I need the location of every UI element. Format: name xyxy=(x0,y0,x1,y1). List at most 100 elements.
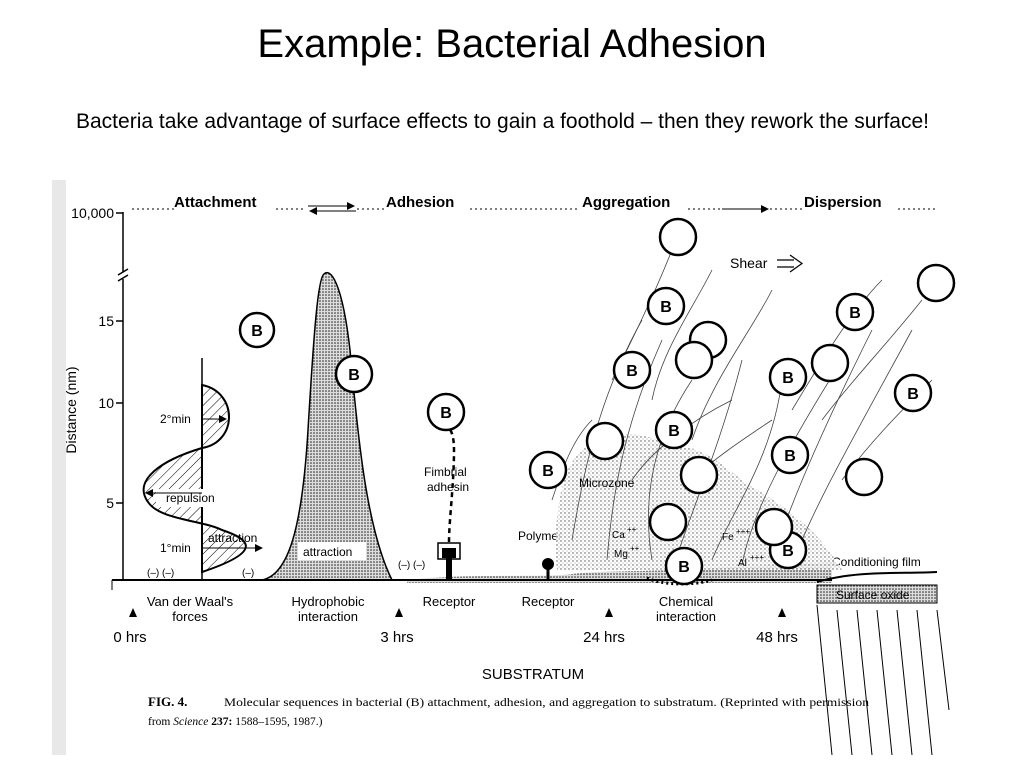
shear-indicator: Shear xyxy=(730,254,804,273)
caption-line-1: Molecular sequences in bacterial (B) att… xyxy=(224,697,869,709)
y-axis-label: Distance (nm) xyxy=(63,366,79,453)
scan-shadow xyxy=(52,180,66,755)
slide-title: Example: Bacterial Adhesion xyxy=(257,22,767,66)
polymer-receptor: Polymer xyxy=(518,529,562,580)
y-tick-10000: 10,000 xyxy=(71,205,114,221)
adhesion-figure: Attachment Adhesion Aggregation Dispersi… xyxy=(52,180,972,755)
adhesion-diagram: Attachment Adhesion Aggregation Dispersi… xyxy=(52,180,956,755)
label-microzone: Microzone xyxy=(579,476,635,490)
caption-ref: 237: xyxy=(211,716,232,728)
svg-text:++: ++ xyxy=(630,544,640,553)
svg-text:B: B xyxy=(784,448,796,465)
y-tick-10: 10 xyxy=(98,395,114,411)
y-tick-15: 15 xyxy=(98,313,114,329)
label-2min: 2°min xyxy=(160,412,191,426)
bacterium: B xyxy=(893,373,933,413)
mech-receptor-2: Receptor xyxy=(522,594,575,609)
mech-hydrophobic-1: Hydrophobic xyxy=(292,594,365,609)
svg-text:B: B xyxy=(348,367,360,384)
time-axis: 0 hrs 3 hrs 24 hrs 48 hrs SUBSTRATUM xyxy=(113,608,798,683)
cell-empty xyxy=(585,421,625,461)
bacterium: B xyxy=(612,350,652,390)
svg-text:B: B xyxy=(626,363,638,380)
svg-text:B: B xyxy=(849,305,861,322)
mech-chemical-1: Chemical xyxy=(659,594,713,609)
svg-text:B: B xyxy=(542,463,554,480)
bacterium: B xyxy=(835,292,875,332)
label-fimbrial: Fimbrial xyxy=(424,465,467,479)
svg-text:+++: +++ xyxy=(736,527,750,536)
svg-text:B: B xyxy=(907,386,919,403)
charge-hydrophobic: (–) xyxy=(242,568,254,579)
caption-journal: Science xyxy=(173,716,208,728)
caption-from: from xyxy=(148,716,170,728)
time-0hrs: 0 hrs xyxy=(113,629,146,646)
svg-text:+++: +++ xyxy=(750,553,764,562)
mechanism-labels: Van der Waal's forces Hydrophobic intera… xyxy=(111,580,716,624)
mech-receptor-1: Receptor xyxy=(423,594,476,609)
label-conditioning-film: Conditioning film xyxy=(832,555,921,569)
label-fe: Fe xyxy=(722,532,734,543)
mech-vdw-2: forces xyxy=(172,609,208,624)
svg-text:B: B xyxy=(782,370,794,387)
time-24hrs: 24 hrs xyxy=(583,629,625,646)
fimbrial-receptor: Fimbrial adhesin (–) (–) xyxy=(398,427,469,580)
figure-caption: FIG. 4. Molecular sequences in bacterial… xyxy=(148,694,869,728)
cell-empty xyxy=(810,343,850,383)
bacterium: B xyxy=(528,450,568,490)
svg-text:B: B xyxy=(678,559,690,576)
cell-empty xyxy=(754,507,794,547)
svg-text:B: B xyxy=(668,423,680,440)
label-repulsion: repulsion xyxy=(166,491,215,505)
bacterium: B xyxy=(334,354,374,394)
stage-attachment: Attachment xyxy=(174,194,257,211)
mech-chemical-2: interaction xyxy=(656,609,716,624)
bacterium: B xyxy=(664,546,704,586)
charge-vdw: (–) (–) xyxy=(147,568,174,579)
label-surface-oxide: Surface oxide xyxy=(836,588,910,602)
svg-text:B: B xyxy=(251,323,263,340)
cell-empty xyxy=(679,455,719,495)
time-48hrs: 48 hrs xyxy=(756,629,798,646)
bacterium: B xyxy=(770,435,810,475)
bacterium: B xyxy=(646,286,686,326)
stage-adhesion: Adhesion xyxy=(386,194,454,211)
vdw-energy-curve: 2°min repulsion attraction 1°min (–) (–)… xyxy=(142,358,263,580)
bacterium: B xyxy=(654,410,694,450)
cell-empty xyxy=(674,340,714,380)
stage-dispersion: Dispersion xyxy=(804,194,882,211)
svg-text:++: ++ xyxy=(627,525,637,534)
bacterium: B xyxy=(426,392,466,432)
caption-fig-number: FIG. 4. xyxy=(148,694,187,709)
label-substratum: SUBSTRATUM xyxy=(482,666,584,683)
cell-empty xyxy=(658,217,698,257)
svg-text:from Science 237:: from Science 237: 1588–1595, 1987.) xyxy=(148,716,323,728)
y-tick-5: 5 xyxy=(106,495,114,511)
stage-aggregation: Aggregation xyxy=(582,194,670,211)
label-polymer: Polymer xyxy=(518,529,562,543)
y-axis: 10,000 15 10 5 Distance (nm) xyxy=(63,205,129,580)
bacteria: B B B B B B B B B B B B B xyxy=(238,217,956,586)
label-shear: Shear xyxy=(730,255,768,271)
label-mg: Mg xyxy=(614,549,628,560)
time-3hrs: 3 hrs xyxy=(380,629,413,646)
svg-text:B: B xyxy=(782,543,794,560)
hydrophobic-peak: attraction xyxy=(261,272,394,581)
label-ca: Ca xyxy=(612,530,625,541)
label-attraction-peak: attraction xyxy=(303,545,352,559)
slide-body-text: Bacteria take advantage of surface effec… xyxy=(76,110,929,133)
bacterium: B xyxy=(768,357,808,397)
bacterium: B xyxy=(238,311,276,349)
label-1min: 1°min xyxy=(160,541,191,555)
label-adhesin: adhesin xyxy=(427,480,469,494)
mech-vdw-1: Van der Waal's xyxy=(147,594,234,609)
cell-empty xyxy=(844,457,884,497)
svg-text:B: B xyxy=(440,405,452,422)
stage-header: Attachment Adhesion Aggregation Dispersi… xyxy=(132,194,936,215)
label-attraction-arrow: attraction xyxy=(208,531,257,545)
caption-pages: 1588–1595, 1987.) xyxy=(235,716,322,728)
cell-empty xyxy=(916,263,956,303)
charge-receptor: (–) (–) xyxy=(398,560,425,571)
cell-empty xyxy=(648,502,688,542)
mech-hydrophobic-2: interaction xyxy=(298,609,358,624)
